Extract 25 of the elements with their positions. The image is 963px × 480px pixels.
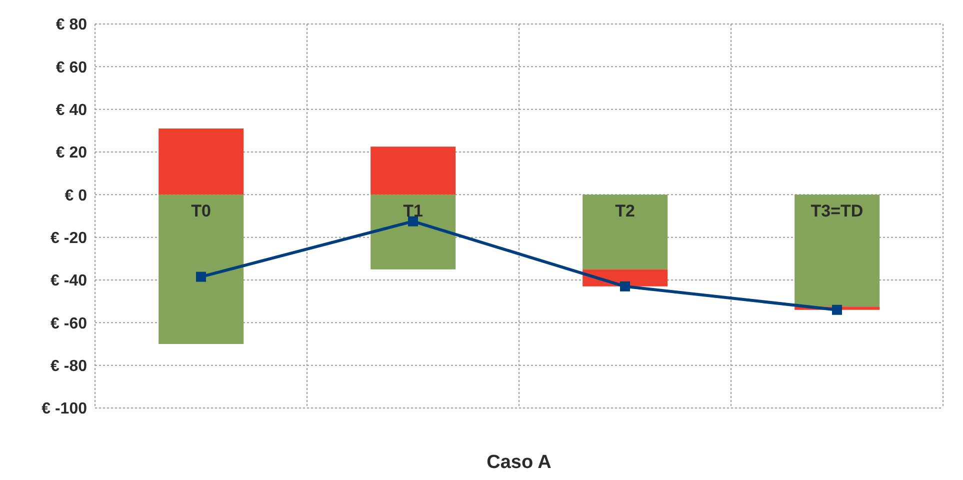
bar <box>370 146 456 195</box>
point <box>832 304 842 315</box>
x-tick-label: T2 <box>615 202 635 221</box>
point <box>408 216 418 226</box>
point <box>196 272 206 282</box>
y-tick-label: € 40 <box>56 102 88 120</box>
bar <box>582 194 668 270</box>
x-tick-label: T1 <box>403 202 423 221</box>
y-tick-label: € -80 <box>50 358 88 376</box>
bar <box>158 128 244 195</box>
bar <box>370 194 456 270</box>
point <box>620 281 630 292</box>
y-tick-label: € -100 <box>42 400 88 418</box>
x-tick-label: T0 <box>191 202 211 221</box>
y-tick-label: € 0 <box>64 187 88 204</box>
x-axis-title: Caso A <box>486 452 552 473</box>
x-tick-label: T3=TD <box>810 202 864 221</box>
y-tick-label: € -20 <box>50 230 88 248</box>
y-tick-label: € 20 <box>56 144 88 162</box>
y-tick-label: € 80 <box>56 16 88 34</box>
y-tick-label: € -60 <box>50 315 88 332</box>
y-tick-label: € -40 <box>50 272 88 290</box>
bar <box>794 194 880 307</box>
bar <box>158 194 244 344</box>
y-tick-label: € 60 <box>56 59 88 76</box>
